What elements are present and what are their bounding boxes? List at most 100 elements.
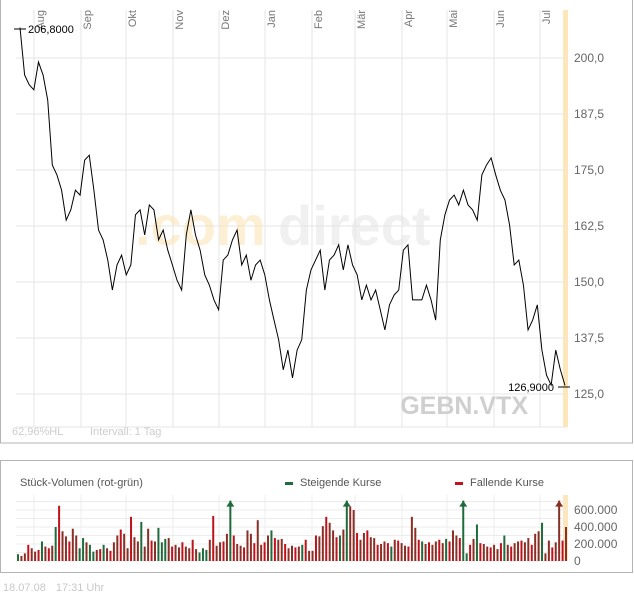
price-chart-frame [0, 0, 633, 444]
volume-bar-falling [400, 543, 403, 561]
volume-bar-falling [369, 537, 372, 561]
volume-bar-falling [95, 549, 98, 561]
price-line [19, 27, 566, 387]
volume-bar-falling [325, 516, 328, 561]
volume-bar-rising [390, 546, 393, 561]
x-tick-label: Sep [82, 10, 94, 30]
volume-bar-rising [205, 549, 208, 561]
volume-bar-falling [99, 549, 102, 561]
volume-bar-falling [314, 535, 317, 561]
volume-bar-falling [232, 535, 235, 561]
volume-bar-falling [482, 544, 485, 561]
watermark: .com direct [135, 194, 431, 257]
x-tick-label: Mai [448, 10, 460, 28]
x-tick-label: Dez [220, 10, 232, 30]
volume-bar-falling [342, 529, 345, 561]
volume-bar-falling [273, 538, 276, 561]
volume-bar-falling [428, 542, 430, 561]
volume-bar-falling [260, 544, 263, 561]
volume-bar-falling [404, 545, 407, 561]
volume-bar-falling [380, 544, 383, 561]
volume-bar-falling [397, 540, 400, 561]
overflow-arrow-icon [555, 500, 564, 507]
volume-y-tick-label: 0 [574, 554, 581, 568]
volume-y-tick-label: 200.000 [574, 537, 618, 551]
volume-bar-falling [174, 544, 177, 561]
volume-bar-falling [34, 551, 37, 561]
volume-bar-falling [335, 537, 338, 561]
volume-bar-falling [366, 530, 369, 561]
volume-bar-falling [219, 542, 222, 561]
volume-bar-falling [109, 550, 112, 561]
volume-bar-falling [267, 535, 270, 561]
volume-bar-falling [23, 553, 26, 561]
volume-bar-falling [424, 544, 427, 561]
volume-bar-falling [287, 548, 290, 561]
volume-bar-falling [222, 541, 225, 561]
volume-bar-falling [177, 547, 180, 561]
volume-bar-falling [458, 538, 461, 561]
timestamp: 18.07.08 17:31 Uhr [3, 582, 114, 594]
volume-bar-falling [208, 539, 211, 561]
volume-bar-falling [64, 536, 67, 561]
volume-bar-falling [20, 555, 23, 561]
volume-bar-falling [373, 538, 376, 561]
volume-bar-falling [517, 541, 520, 561]
volume-bar-rising [462, 500, 465, 561]
volume-bar-falling [147, 528, 150, 561]
volume-bar-falling [554, 542, 557, 561]
volume-bar-falling [352, 510, 355, 561]
volume-bar-falling [493, 544, 496, 561]
volume-bar-falling [547, 540, 550, 561]
volume-bar-falling [513, 543, 516, 561]
volume-bar-falling [215, 545, 218, 561]
volume-bar-falling [407, 546, 410, 561]
interval-label: Intervall: 1 Tag [90, 426, 161, 438]
volume-bar-falling [291, 545, 293, 561]
volume-bar-rising [88, 544, 91, 561]
volume-bar-falling [441, 543, 444, 561]
volume-bar-falling [44, 546, 47, 561]
volume-bar-falling [51, 545, 54, 561]
volume-bar-falling [184, 546, 187, 561]
volume-bar-falling [154, 541, 156, 561]
x-tick-label: Okt [127, 10, 139, 27]
volume-bar-falling [455, 535, 458, 561]
volume-bar-falling [376, 544, 379, 561]
volume-bar-rising [475, 524, 478, 561]
volume-bar-falling [431, 544, 434, 561]
volume-bar-falling [47, 548, 50, 561]
hl-percentage: 62,96%HL [12, 426, 63, 438]
volume-bar-falling [236, 544, 239, 561]
volume-bar-rising [82, 538, 85, 561]
volume-bar-falling [297, 546, 300, 561]
volume-bar-falling [130, 516, 133, 561]
volume-bar-falling [506, 544, 509, 561]
high-label: 206,8000 [28, 24, 74, 36]
volume-bar-falling [321, 526, 324, 561]
volume-bar-falling [414, 527, 417, 561]
volume-bar-rising [160, 542, 163, 561]
volume-bar-rising [301, 544, 304, 561]
overflow-arrow-icon [226, 500, 235, 507]
volume-bar-falling [486, 546, 489, 561]
volume-bar-falling [195, 549, 198, 561]
y-tick-label: 150,0 [574, 275, 604, 289]
volume-bar-falling [565, 527, 567, 561]
volume-bar-falling [558, 500, 561, 561]
volume-bar-falling [71, 528, 74, 561]
x-tick-label: Mär [356, 10, 368, 29]
high-marker: 206,8000 [14, 24, 74, 36]
x-tick-label: Aug [35, 10, 47, 30]
x-tick-label: Feb [313, 10, 325, 29]
svg-text:.com: .com [135, 194, 266, 257]
volume-bar-falling [544, 553, 547, 561]
legend-rising: Steigende Kurse [285, 477, 381, 489]
volume-bar-falling [551, 547, 554, 561]
volume-bar-falling [438, 539, 441, 561]
volume-bar-falling [537, 531, 540, 561]
footer-date: 18.07.08 [3, 582, 46, 594]
volume-bar-falling [225, 533, 228, 561]
y-tick-label: 175,0 [574, 163, 604, 177]
volume-bar-rising [164, 538, 167, 561]
